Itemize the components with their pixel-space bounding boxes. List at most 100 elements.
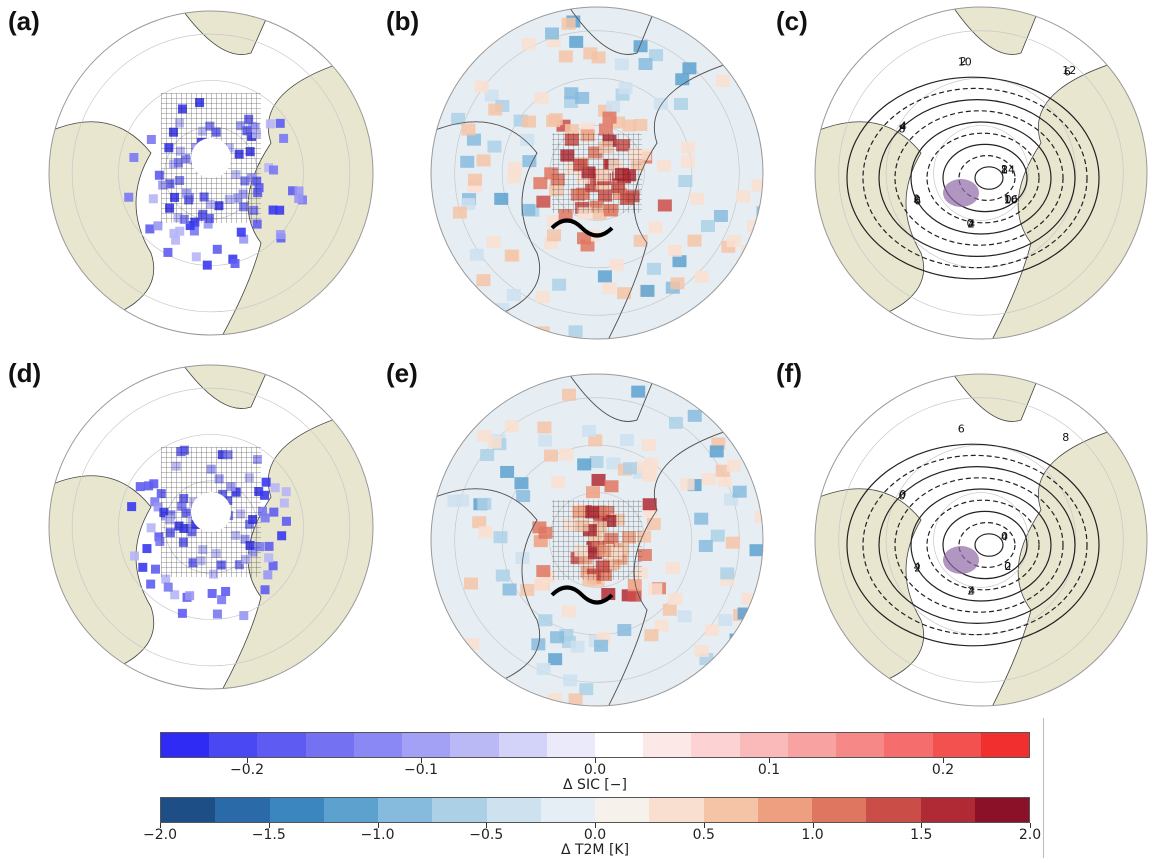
t2m-cell <box>633 40 648 53</box>
t2m-cell <box>577 232 592 245</box>
colorbar-swatch <box>257 733 306 757</box>
contour-line <box>926 499 1040 591</box>
colorbar-swatch <box>498 733 547 757</box>
t2m-cell <box>476 154 491 167</box>
t2m-cell <box>447 494 462 507</box>
contour-label: 2 <box>1001 163 1008 176</box>
contour-line <box>878 98 1076 258</box>
significance-hatching <box>552 500 642 580</box>
sic-cell <box>260 513 270 523</box>
contour-label: 6 <box>958 422 965 435</box>
t2m-cell <box>642 439 657 452</box>
colorbar-tick <box>377 823 379 828</box>
t2m-cell <box>582 424 597 437</box>
sic-cell <box>124 192 134 202</box>
t2m-cell <box>570 640 585 653</box>
t2m-cell <box>591 473 606 486</box>
sic-cell <box>276 230 286 240</box>
t2m-cell <box>561 17 576 30</box>
colorbar-swatch <box>305 733 354 757</box>
colorbar-swatch <box>215 798 270 822</box>
sic-cell <box>163 582 173 592</box>
t2m-cell <box>548 653 563 666</box>
t2m-cell <box>488 103 503 116</box>
contour-line <box>974 533 1004 557</box>
contour-line <box>958 155 1016 202</box>
contour-label: 0 <box>898 489 905 502</box>
contour-label: 0 <box>1004 560 1011 573</box>
contour-label: 10 <box>958 55 972 68</box>
t2m-cell <box>452 206 467 219</box>
t2m-cell <box>620 434 635 447</box>
t2m-cell <box>569 35 584 48</box>
t2m-cell <box>698 539 713 552</box>
t2m-cell <box>675 73 690 86</box>
t2m-cell <box>700 220 715 233</box>
sic-cell <box>146 523 156 533</box>
t2m-cell <box>474 80 489 93</box>
colorbar-tick <box>595 758 596 763</box>
panel-label-f: (f) <box>776 358 802 388</box>
panel-label-a: (a) <box>8 6 40 36</box>
t2m-cell <box>681 155 696 168</box>
sic-cell <box>279 498 289 508</box>
colorbar-tick-label: 0.1 <box>757 762 781 778</box>
colorbar-swatch <box>432 798 487 822</box>
t2m-cell <box>594 639 609 652</box>
sic-cell <box>189 226 199 236</box>
t2m-cell <box>609 258 624 271</box>
t2m-cell <box>737 607 752 620</box>
t2m-cell <box>504 420 519 433</box>
colorbar-tick-label: −1.0 <box>360 827 395 843</box>
colorbar-tick-label: −1.5 <box>251 827 286 843</box>
t2m-cell <box>682 62 697 75</box>
contour-label: 6 <box>1064 65 1071 78</box>
contour-label: 4 <box>968 585 975 598</box>
t2m-cell <box>558 50 573 63</box>
colorbar-swatch <box>980 733 1029 757</box>
t2m-cell <box>487 436 502 449</box>
t2m-cell <box>718 614 733 627</box>
t2m-cell <box>451 112 466 125</box>
t2m-cell <box>580 122 595 135</box>
t2m-cell <box>656 159 671 172</box>
contour-label: 16 <box>1004 193 1018 206</box>
t2m-cell <box>545 27 560 40</box>
sic-cell <box>149 479 159 489</box>
t2m-cell <box>493 531 508 544</box>
colorbar-swatch <box>594 733 644 757</box>
contour-label: 12 <box>1062 64 1076 77</box>
t2m-cell <box>678 175 693 188</box>
t2m-cell <box>687 409 702 422</box>
contour-label: 0 <box>1001 530 1008 543</box>
t2m-cell <box>617 624 632 637</box>
sic-cell <box>263 570 273 580</box>
t2m-cell <box>575 91 590 104</box>
sic-cell <box>221 586 231 596</box>
sic-cell <box>154 170 164 180</box>
sic-cell <box>138 562 148 572</box>
t2m-cell <box>726 459 741 472</box>
t2m-cell <box>521 203 536 216</box>
sic-cell <box>217 595 227 605</box>
t2m-cell <box>520 583 535 596</box>
t2m-cell <box>561 605 576 618</box>
t2m-cell <box>472 516 487 529</box>
t2m-cell <box>618 82 633 95</box>
t2m-cell <box>588 434 603 447</box>
t2m-cell <box>622 119 637 132</box>
sic-cell <box>257 506 267 516</box>
t2m-cell <box>591 51 606 64</box>
colorbar-swatch <box>269 798 324 822</box>
sic-cell <box>294 186 304 196</box>
t2m-cell <box>715 464 730 477</box>
sic-cell <box>163 247 173 257</box>
t2m-cell <box>469 248 484 261</box>
t2m-cell <box>500 465 515 478</box>
sic-cell <box>146 579 156 589</box>
t2m-colorbar-strip <box>160 797 1030 823</box>
panel-label-e: (e) <box>386 358 418 388</box>
t2m-cell <box>648 583 663 596</box>
land-mass <box>180 11 272 55</box>
